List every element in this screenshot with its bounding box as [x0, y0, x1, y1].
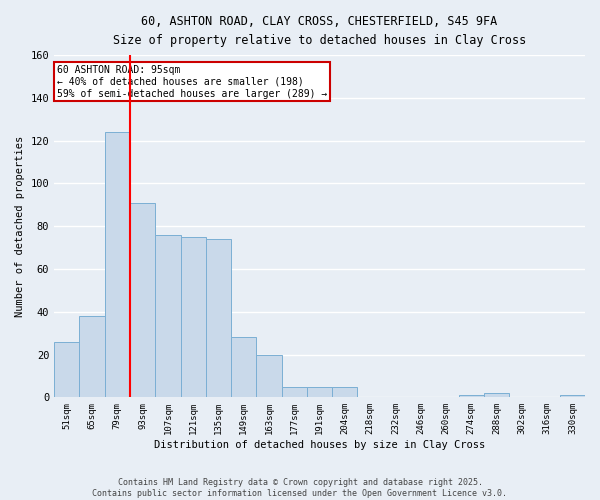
Title: 60, ASHTON ROAD, CLAY CROSS, CHESTERFIELD, S45 9FA
Size of property relative to : 60, ASHTON ROAD, CLAY CROSS, CHESTERFIEL…	[113, 15, 526, 47]
Bar	[560, 395, 585, 398]
Text: Contains HM Land Registry data © Crown copyright and database right 2025.
Contai: Contains HM Land Registry data © Crown c…	[92, 478, 508, 498]
Bar	[281, 386, 307, 398]
Bar	[130, 202, 155, 398]
Bar	[231, 338, 256, 398]
Bar	[484, 393, 509, 398]
Text: 60 ASHTON ROAD: 95sqm
← 40% of detached houses are smaller (198)
59% of semi-det: 60 ASHTON ROAD: 95sqm ← 40% of detached …	[57, 66, 327, 98]
Bar	[181, 237, 206, 398]
Bar	[206, 239, 231, 398]
Bar	[307, 386, 332, 398]
X-axis label: Distribution of detached houses by size in Clay Cross: Distribution of detached houses by size …	[154, 440, 485, 450]
Bar	[79, 316, 105, 398]
Bar	[155, 235, 181, 398]
Bar	[458, 395, 484, 398]
Bar	[54, 342, 79, 398]
Bar	[256, 354, 281, 398]
Bar	[332, 386, 358, 398]
Y-axis label: Number of detached properties: Number of detached properties	[15, 136, 25, 317]
Bar	[105, 132, 130, 398]
